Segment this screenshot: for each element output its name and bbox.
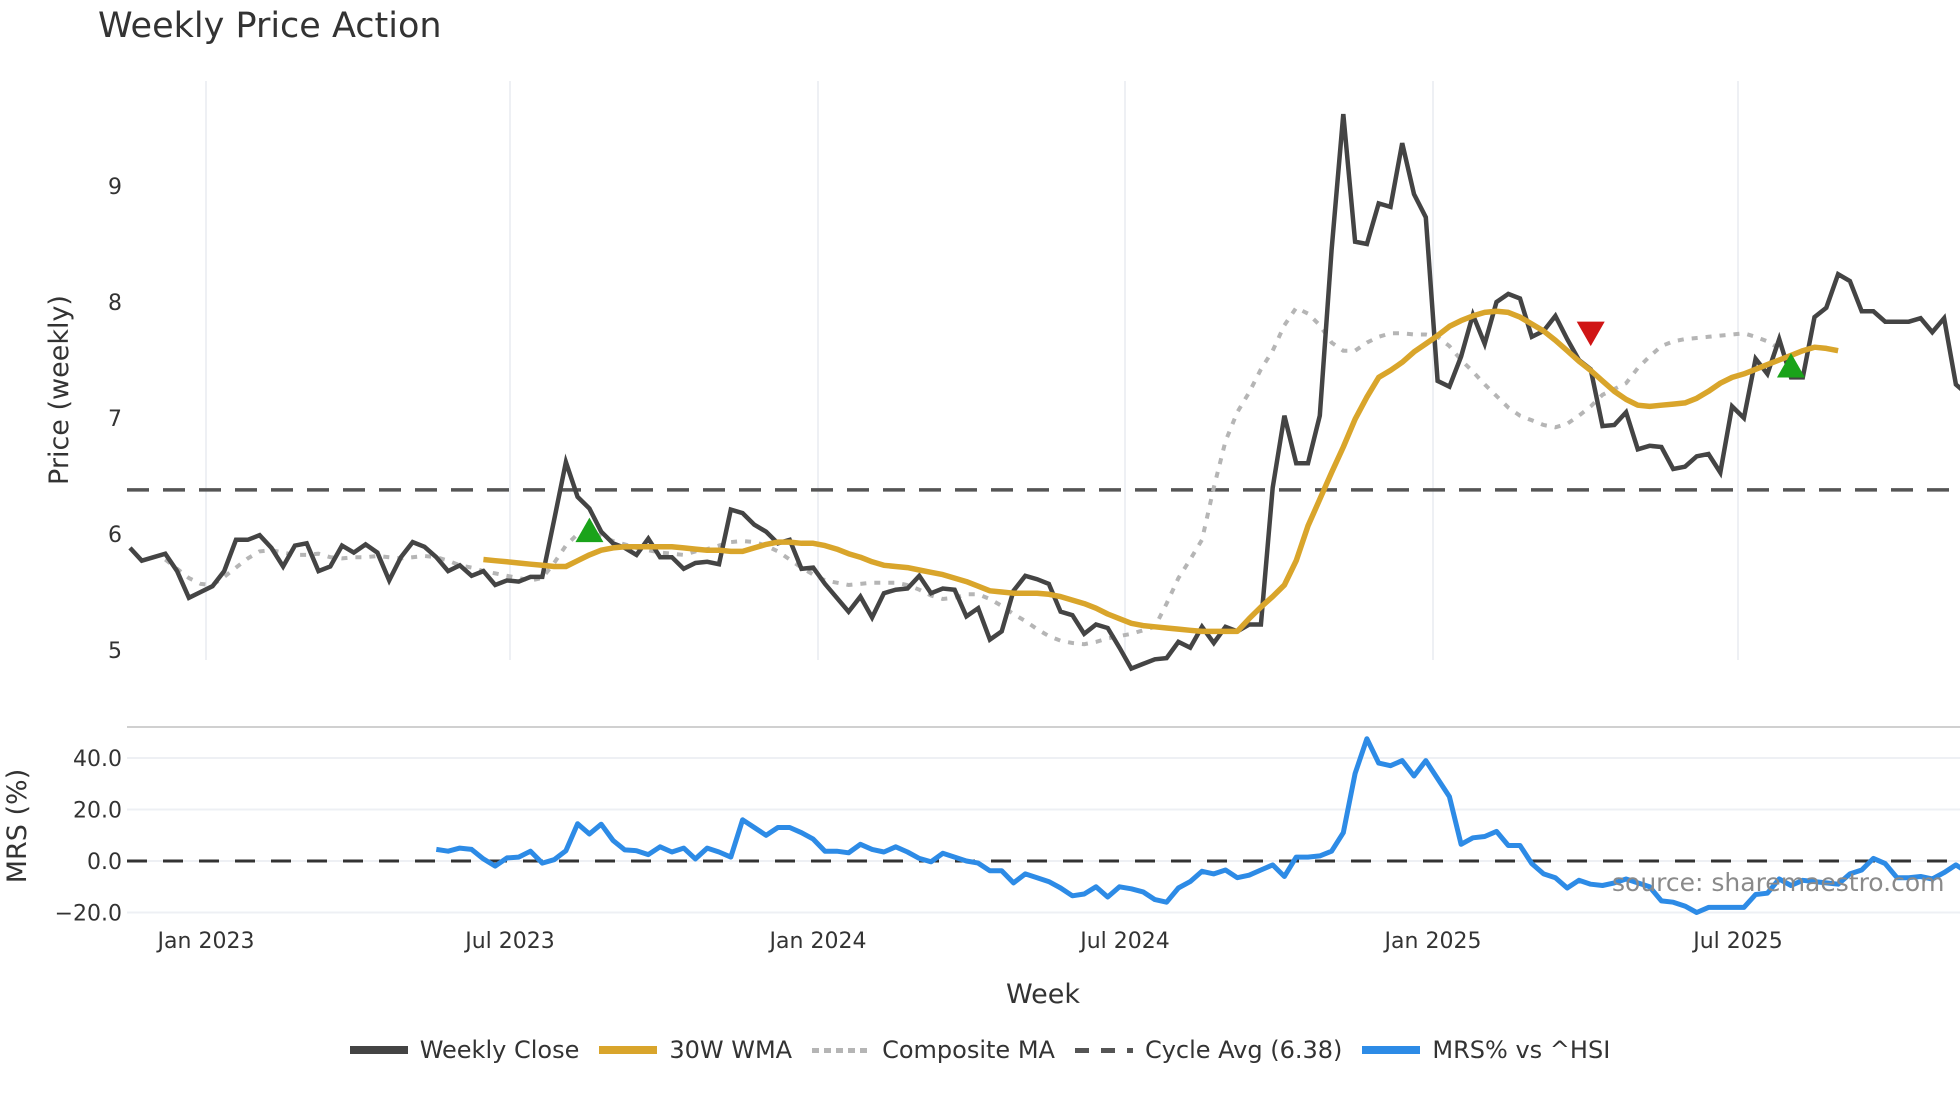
legend-item-30w-wma[interactable]: 30W WMA [599,1036,792,1064]
price-tick-label: 9 [108,175,122,200]
x-axis-label: Week [1006,979,1080,1010]
x-tick-label: Jan 2023 [156,929,255,954]
price-y-ticks: 5 6 7 8 9 [108,175,122,664]
price-tick-label: 5 [108,639,122,664]
chart-title: Weekly Price Action [98,6,442,46]
dashed-line-swatch-icon [1074,1047,1133,1053]
sell-signal-triangle-down-icon [1576,321,1605,347]
signal-markers [575,321,1805,543]
legend-label: MRS% vs ^HSI [1432,1036,1611,1064]
composite-ma-line [164,305,1781,647]
legend-label: Cycle Avg (6.38) [1144,1036,1343,1064]
x-tick-label: Jan 2025 [1383,929,1482,954]
legend-item-weekly-close[interactable]: Weekly Close [349,1036,580,1064]
x-tick-label: Jul 2023 [463,929,555,954]
legend: Weekly Close 30W WMA Composite MA Cycle … [0,1036,1960,1064]
legend-item-mrs[interactable]: MRS% vs ^HSI [1362,1036,1610,1064]
solid-line-swatch-icon [1362,1046,1421,1054]
mrs-tick-label: −20.0 [55,902,122,927]
weekly-close-line [128,113,1960,672]
x-tick-label: Jul 2025 [1691,929,1783,954]
legend-item-composite-ma[interactable]: Composite MA [812,1036,1055,1064]
x-axis-ticks: Jan 2023 Jul 2023 Jan 2024 Jul 2024 Jan 2025… [156,929,1783,954]
mrs-axis-label: MRS (%) [2,769,33,884]
price-tick-label: 8 [108,291,122,316]
mrs-tick-label: 20.0 [73,799,122,824]
price-tick-label: 7 [108,407,122,432]
legend-label: Composite MA [882,1036,1055,1064]
mrs-tick-label: 0.0 [87,850,122,875]
buy-signal-triangle-up-icon [575,517,604,543]
buy-signal-triangle-up-icon [1776,352,1805,378]
price-tick-label: 6 [108,523,122,548]
x-tick-label: Jul 2024 [1078,929,1170,954]
mrs-y-ticks: 40.0 20.0 0.0 −20.0 [55,747,122,927]
solid-line-swatch-icon [599,1046,658,1054]
solid-line-swatch-icon [349,1046,408,1054]
x-tick-label: Jan 2024 [768,929,867,954]
legend-item-cycle-avg[interactable]: Cycle Avg (6.38) [1074,1036,1343,1064]
price-axis-label: Price (weekly) [44,295,75,485]
source-watermark: source: sharemaestro.com [1612,868,1945,897]
mrs-line [435,736,1960,915]
wma-30w-line [483,308,1839,635]
legend-label: Weekly Close [419,1036,580,1064]
price-panel-gridlines [205,81,1739,660]
legend-label: 30W WMA [669,1036,793,1064]
dotted-line-swatch-icon [812,1047,871,1053]
mrs-tick-label: 40.0 [73,747,122,772]
